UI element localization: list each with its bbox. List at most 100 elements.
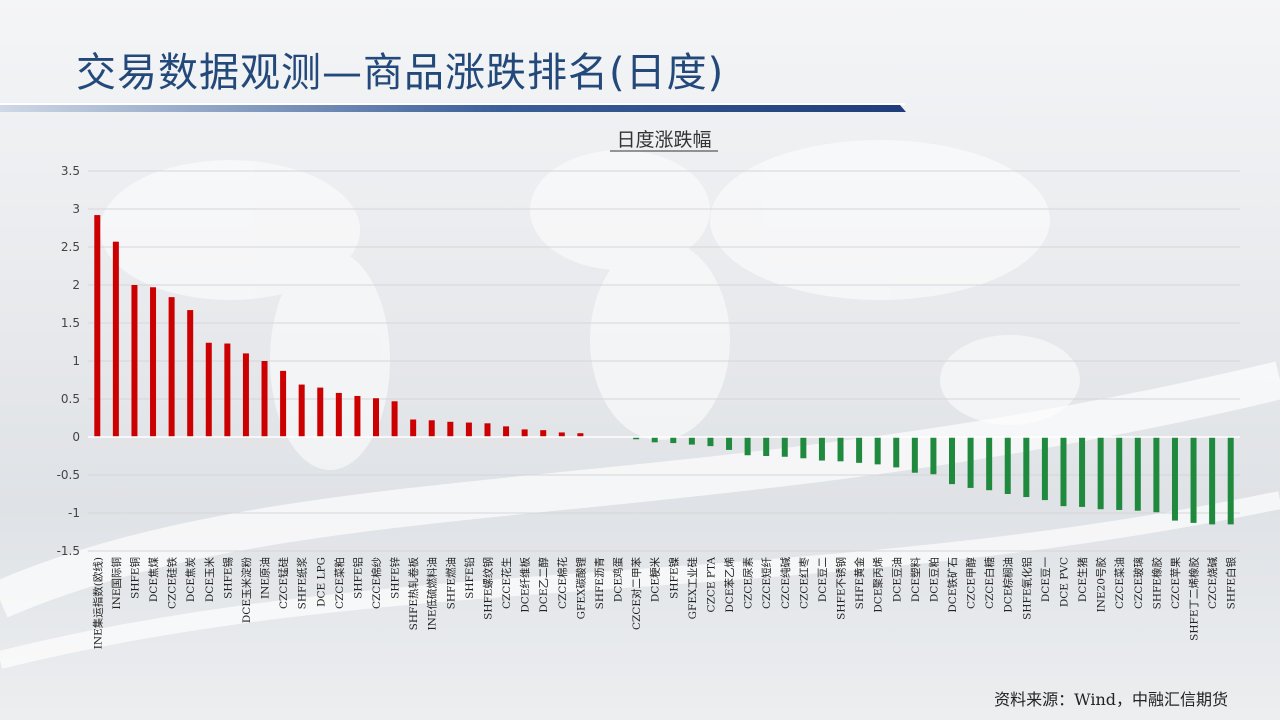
y-tick-label: 3: [72, 202, 80, 216]
bar: [391, 401, 398, 437]
x-tick-label: SHFE铅: [463, 557, 476, 599]
x-tick-label: CZCE甲醇: [965, 557, 978, 610]
bar: [707, 437, 714, 447]
bar: [1097, 437, 1104, 510]
bar: [1004, 437, 1011, 494]
y-tick-label: -1: [68, 506, 80, 520]
x-tick-label: SHFE锌: [389, 557, 402, 599]
bar: [317, 387, 324, 437]
x-tick-label: DCE鸡蛋: [612, 557, 625, 603]
x-tick-label: CZCE锰硅: [277, 557, 290, 610]
bar: [949, 437, 955, 485]
bar: [131, 285, 138, 437]
x-tick-label: DCE焦炭: [184, 557, 197, 603]
y-tick-label: 0.5: [61, 392, 80, 406]
y-tick-label: 0: [72, 430, 80, 444]
x-tick-label: CZCE菜油: [1113, 557, 1126, 609]
bar: [763, 437, 770, 456]
x-tick-label: CZCE棉纱: [370, 557, 383, 610]
x-tick-label: DCE豆粕: [927, 557, 940, 602]
x-tick-label: DCE棕榈油: [1002, 557, 1015, 613]
y-tick-label: 1: [72, 354, 80, 368]
x-tick-label: CZCE棉花: [556, 557, 569, 610]
x-tick-label: SHFE铝: [351, 557, 364, 599]
bar: [1041, 437, 1048, 501]
bar: [540, 430, 547, 437]
bar: [280, 370, 287, 437]
x-tick-label: SHFE铜: [129, 557, 141, 599]
bar: [205, 342, 212, 437]
x-tick-label: CZCE短纤: [760, 557, 773, 610]
bar: [521, 429, 528, 437]
bar: [1190, 437, 1197, 523]
x-tick-label: DCE聚丙烯: [872, 557, 885, 613]
bar: [1153, 437, 1160, 513]
x-tick-label: DCE铁矿石: [946, 557, 959, 613]
x-tick-label: SHFE丁二烯橡胶: [1188, 557, 1201, 641]
bar: [354, 395, 361, 437]
x-tick-label: CZCE尿素: [742, 557, 755, 609]
x-tick-label: INE20号胶: [1095, 557, 1108, 613]
bar: [577, 433, 584, 437]
bar: [1134, 437, 1141, 511]
header-stripe: [0, 105, 906, 112]
x-tick-label: CZCE对二甲苯: [630, 557, 643, 631]
bar: [261, 361, 268, 437]
bar: [688, 437, 695, 445]
y-tick-label: 1.5: [61, 316, 80, 330]
bar: [465, 422, 472, 437]
bar: [1023, 437, 1030, 498]
x-tick-label: CZCE菜粕: [333, 557, 346, 609]
x-tick-label: CZCE红枣: [797, 557, 810, 610]
bar: [1209, 437, 1216, 525]
x-tick-label: DCE豆油: [890, 557, 903, 602]
bar: [911, 437, 918, 473]
page-title: 交易数据观测—商品涨跌排名(日度): [76, 50, 725, 96]
bar: [986, 437, 993, 491]
x-tick-label: DCE生猪: [1076, 557, 1089, 603]
x-tick-label: CZCE玻璃: [1132, 557, 1145, 609]
bar: [874, 437, 881, 465]
x-tick-label: SHFE螺纹钢: [481, 557, 494, 620]
x-tick-label: INE原油: [259, 557, 272, 599]
x-tick-label: SHFE燃油: [444, 557, 457, 609]
x-tick-label: INE国际铜: [111, 557, 123, 610]
bar: [781, 437, 788, 457]
bar: [428, 420, 435, 437]
bar: [1227, 437, 1234, 525]
x-tick-label: DCE LPG: [315, 557, 327, 607]
x-tick-label: DCE苯乙烯: [723, 557, 736, 613]
x-tick-label: SHFE不锈钢: [835, 557, 848, 620]
bar: [503, 426, 510, 437]
bar: [1171, 437, 1178, 521]
x-tick-label: CZCE苹果: [1169, 557, 1182, 610]
x-tick-label: SHFE橡胶: [1150, 557, 1163, 610]
bar: [447, 421, 454, 437]
x-tick-label: DCE乙二醇: [537, 557, 550, 613]
bar: [967, 437, 974, 488]
x-tick-label: DCE焦煤: [147, 557, 160, 603]
x-tick-label: SHFE氧化铝: [1020, 557, 1033, 620]
y-tick-label: 2: [72, 278, 80, 292]
decorative-swoosh: [0, 361, 1280, 669]
bar: [744, 437, 751, 456]
chart-title: 日度涨跌幅: [616, 129, 711, 151]
bar: [1079, 437, 1086, 507]
x-tick-label: SHFE锡: [221, 557, 234, 599]
x-tick-label: SHFE镍: [667, 557, 680, 599]
x-tick-label: SHFE白银: [1225, 557, 1238, 610]
bar: [837, 437, 844, 462]
x-tick-label: SHFE沥青: [593, 557, 606, 609]
x-tick-label: INE集运指数(欧线): [91, 557, 104, 649]
x-tick-label: CZCE PTA: [705, 557, 717, 613]
bar: [893, 437, 900, 468]
bar: [1060, 437, 1067, 507]
x-tick-label: CZCE纯碱: [779, 557, 792, 610]
y-tick-label: 2.5: [61, 240, 80, 254]
x-tick-label: GFEX碳酸锂: [574, 557, 587, 620]
x-tick-label: DCE纤维板: [519, 557, 532, 613]
x-tick-label: DCE豆一: [1040, 557, 1052, 603]
bar: [1116, 437, 1123, 510]
